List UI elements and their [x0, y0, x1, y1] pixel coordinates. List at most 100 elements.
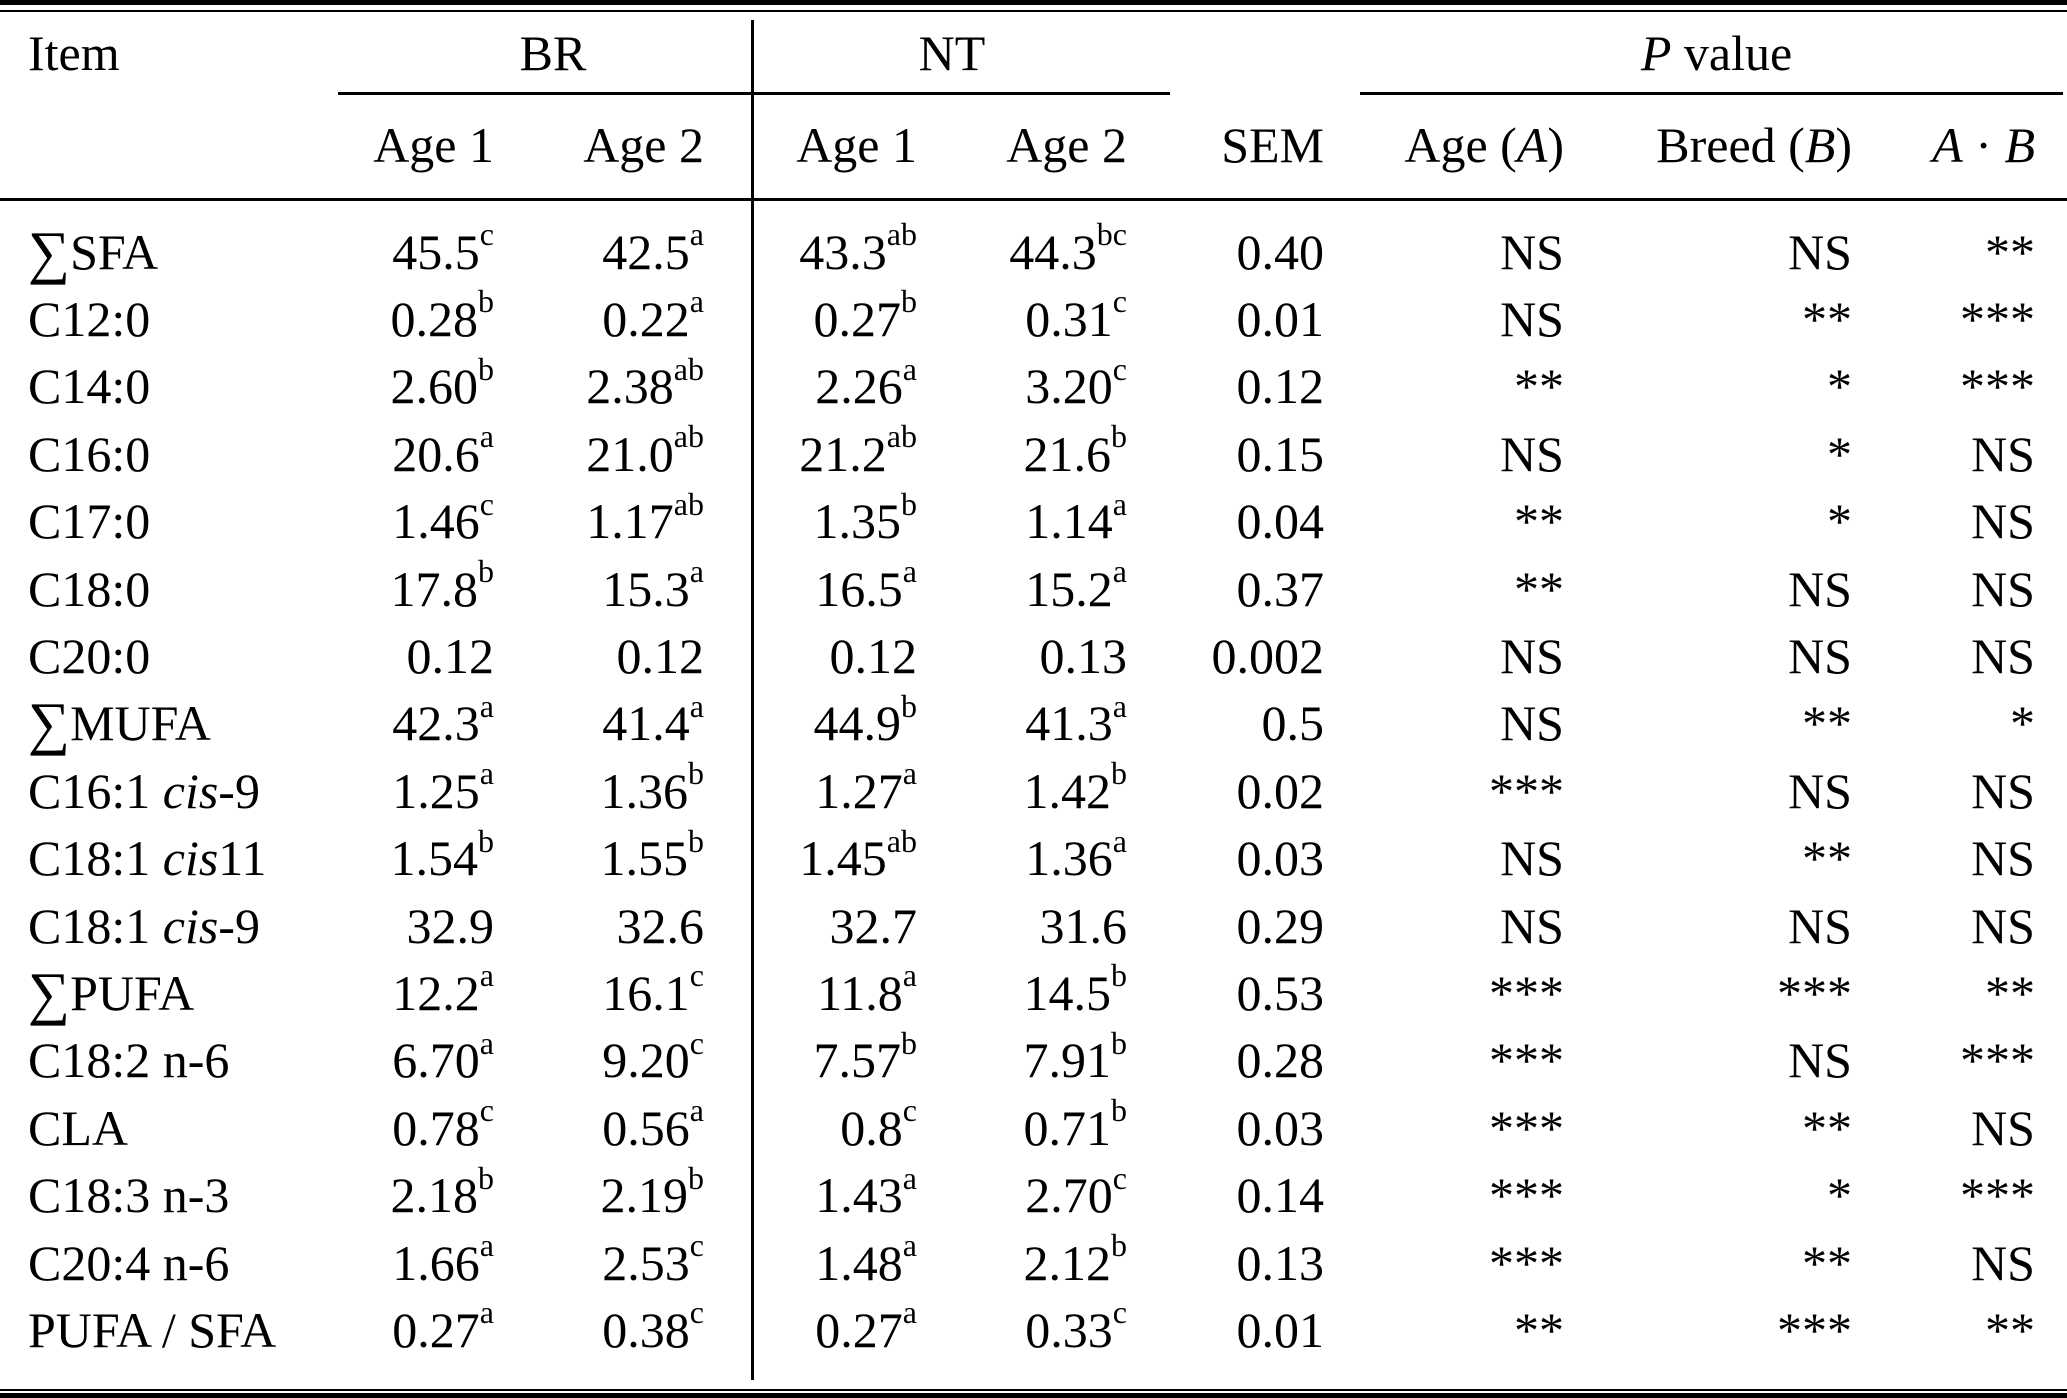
pvalue-cell-breed: ** [1802, 1099, 1852, 1156]
sem-cell: 0.03 [1236, 1099, 1325, 1156]
value-cell-nt-age1: 1.27 a [815, 755, 917, 819]
value-cell-br-age1: 20.6 a [392, 418, 494, 482]
pvalue-cell-breed: * [1827, 1167, 1852, 1224]
value-cell-br-age2: 2.53 c [602, 1226, 704, 1291]
value-cell-br-age2: 41.4 a [602, 687, 704, 752]
value-cell-nt-age2: 21.6 b [1023, 418, 1128, 482]
value-cell-br-age2: 0.12 [616, 628, 705, 685]
pvalue-cell-axb: NS [1971, 1099, 2035, 1156]
pvalue-cell-axb: NS [1971, 897, 2035, 954]
item-cell: C18:1 cis 11 [28, 830, 267, 887]
sem-cell: 0.03 [1236, 830, 1325, 887]
sem-cell: 0.37 [1236, 560, 1325, 617]
column-header-item: Item [28, 24, 120, 81]
value-cell-nt-age2: 0.31 c [1025, 283, 1127, 348]
pvalue-cell-age: *** [1489, 1234, 1564, 1291]
column-header-breed-b: Breed (B) [1656, 117, 1852, 173]
value-cell-nt-age2: 1.42 b [1023, 755, 1128, 819]
sem-cell: 0.04 [1236, 493, 1325, 550]
value-cell-nt-age1: 21.2 ab [799, 418, 917, 482]
column-header-sem: SEM [1221, 117, 1324, 173]
rule-top-thin [0, 10, 2067, 12]
pvalue-cell-age: ** [1514, 1301, 1564, 1358]
value-cell-br-age1: 1.46 c [392, 485, 494, 550]
pvalue-cell-age: NS [1500, 695, 1564, 752]
value-cell-br-age1: 42.3 a [392, 687, 494, 752]
column-group-nt: NT [918, 24, 986, 81]
pvalue-cell-breed: *** [1777, 1301, 1852, 1358]
pvalue-cell-axb: *** [1960, 1167, 2035, 1224]
pvalue-cell-breed: NS [1788, 223, 1852, 280]
pvalue-cell-breed: NS [1788, 897, 1852, 954]
value-cell-br-age2: 0.38 c [602, 1294, 704, 1358]
value-cell-br-age1: 1.25 a [392, 755, 494, 819]
value-cell-nt-age2: 0.71 b [1023, 1092, 1128, 1156]
pvalue-cell-age: NS [1500, 425, 1564, 482]
table-header: Item BR NT P value Age 1 Age 2 Age 1 Age… [0, 13, 2067, 198]
item-cell: C18:0 [28, 560, 151, 617]
sem-cell: 0.53 [1236, 964, 1325, 1021]
column-group-pvalue: P value [1330, 13, 2067, 92]
pvalue-cell-breed: * [1827, 493, 1852, 550]
value-cell-br-age2: 0.56 a [602, 1092, 704, 1156]
item-cell: C12:0 [28, 291, 151, 348]
sem-cell: 0.02 [1236, 762, 1325, 819]
pvalue-cell-age: *** [1489, 1167, 1564, 1224]
item-cell: C16:1 cis -9 [28, 762, 260, 819]
pvalue-cell-age: NS [1500, 291, 1564, 348]
value-cell-nt-age1: 44.9 b [813, 687, 918, 752]
pvalue-cell-axb: *** [1960, 358, 2035, 415]
pvalue-cell-breed: ** [1802, 291, 1852, 348]
item-cell: C17:0 [28, 493, 151, 550]
pvalue-cell-breed: ** [1802, 695, 1852, 752]
rule-bottom-thick [0, 1393, 2067, 1398]
pvalue-cell-breed: NS [1788, 628, 1852, 685]
pvalue-cell-axb: *** [1960, 1032, 2035, 1089]
value-cell-br-age1: 2.60 b [390, 350, 495, 415]
sem-cell: 0.13 [1236, 1234, 1325, 1291]
value-cell-nt-age1: 0.27 b [813, 283, 918, 348]
item-cell: ∑ MUFA [28, 690, 211, 757]
pvalue-cell-axb: NS [1971, 493, 2035, 550]
value-cell-nt-age2: 2.70 c [1025, 1159, 1127, 1224]
value-cell-br-age1: 2.18 b [390, 1159, 495, 1224]
value-cell-br-age2: 2.19 b [600, 1159, 705, 1224]
pvalue-label-italic-p: P [1640, 24, 1672, 81]
value-cell-nt-age1: 16.5 a [815, 553, 917, 617]
pvalue-cell-age: NS [1500, 830, 1564, 887]
value-cell-br-age1: 0.28 b [390, 283, 495, 348]
item-cell: PUFA / SFA [28, 1301, 277, 1358]
sem-cell: 0.01 [1236, 1301, 1325, 1358]
item-cell: C16:0 [28, 425, 151, 482]
pvalue-cell-breed: * [1827, 425, 1852, 482]
pvalue-cell-age: *** [1489, 1099, 1564, 1156]
value-cell-br-age2: 9.20 c [602, 1024, 704, 1089]
item-cell: C20:0 [28, 628, 151, 685]
pvalue-cell-breed: ** [1802, 1234, 1852, 1291]
pvalue-cell-axb: NS [1971, 762, 2035, 819]
value-cell-br-age1: 0.78 c [392, 1092, 494, 1156]
pvalue-cell-axb: NS [1971, 1234, 2035, 1291]
value-cell-nt-age2: 41.3 a [1025, 687, 1127, 752]
sem-cell: 0.002 [1211, 628, 1325, 685]
pvalue-cell-axb: NS [1971, 425, 2035, 482]
value-cell-br-age1: 0.12 [406, 628, 495, 685]
value-cell-br-age1: 12.2 a [392, 957, 494, 1021]
value-cell-br-age2: 1.36 b [600, 755, 705, 819]
pvalue-cell-axb: NS [1971, 830, 2035, 887]
item-cell: C18:3 n-3 [28, 1167, 230, 1224]
pvalue-cell-axb: ** [1985, 223, 2035, 280]
value-cell-br-age1: 1.54 b [390, 822, 495, 887]
cis-italic: cis [162, 830, 219, 887]
pvalue-cell-breed: *** [1777, 964, 1852, 1021]
value-cell-nt-age1: 1.43 a [815, 1159, 917, 1224]
value-cell-nt-age2: 15.2 a [1025, 553, 1127, 617]
value-cell-nt-age2: 2.12 b [1023, 1226, 1128, 1291]
value-cell-nt-age1: 1.35 b [813, 485, 918, 550]
rule-bottom-thin [0, 1389, 2067, 1391]
column-header-age-a: Age (A) [1404, 117, 1564, 173]
sem-cell: 0.5 [1261, 695, 1325, 752]
value-cell-br-age2: 32.6 [616, 897, 705, 954]
item-cell: C20:4 n-6 [28, 1234, 230, 1291]
column-group-br: BR [519, 24, 587, 81]
